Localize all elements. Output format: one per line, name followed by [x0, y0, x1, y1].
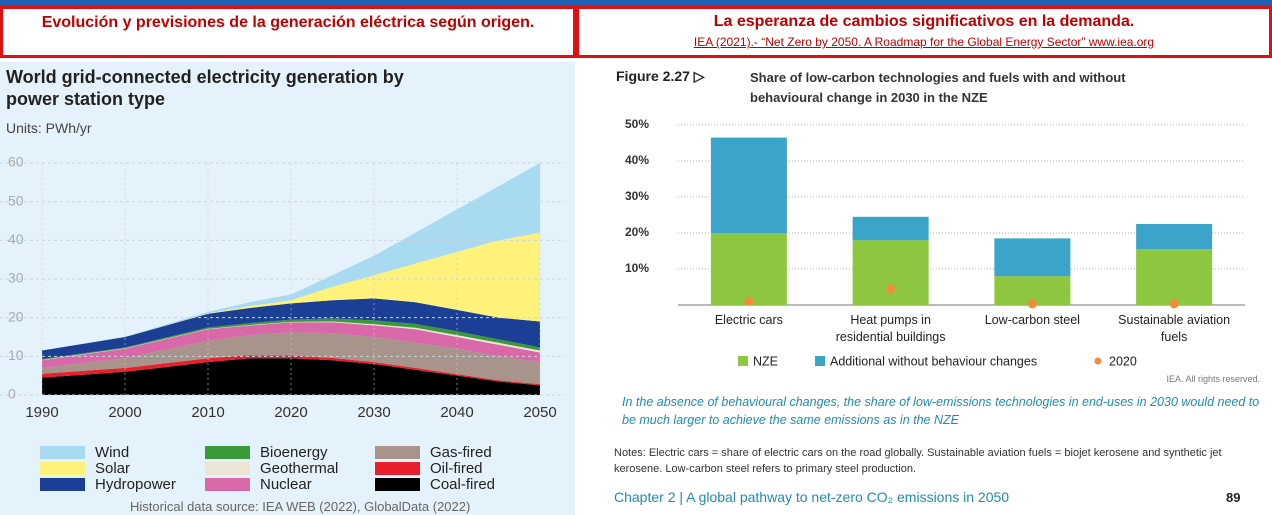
area — [42, 358, 540, 395]
legend-swatch — [205, 462, 250, 475]
legend-swatch — [1094, 357, 1102, 365]
dot — [744, 296, 754, 306]
y-tick-label: 20 — [8, 308, 24, 324]
chart-title: World grid-connected electricity generat… — [6, 67, 404, 109]
legend-swatch — [738, 356, 748, 366]
legend-swatch — [40, 446, 85, 459]
x-tick-label: 1990 — [25, 404, 58, 421]
y-tick-label: 10 — [8, 347, 24, 363]
page-number: 89 — [1226, 490, 1241, 505]
legend-label: Additional without behaviour changes — [830, 354, 1037, 368]
bar — [710, 233, 787, 305]
bar — [852, 240, 929, 305]
legend-label: Oil-fired — [430, 460, 483, 477]
y-tick-label: 40% — [625, 153, 649, 167]
x-tick-label: Low-carbon steel — [984, 313, 1080, 327]
x-tick-label: 2040 — [440, 404, 473, 421]
x-tick-label: 2030 — [357, 404, 390, 421]
right-header: La esperanza de cambios significativos e… — [576, 6, 1272, 58]
bar — [710, 137, 787, 233]
units: Units: PWh/yr — [6, 120, 92, 136]
footer: Chapter 2 | A global pathway to net-zero… — [614, 489, 1010, 505]
bar — [852, 216, 929, 241]
legend-swatch — [205, 446, 250, 459]
x-tick-label: Heat pumps in residential buildings — [835, 313, 946, 344]
y-tick-label: 10% — [625, 261, 649, 275]
legend-label: Bioenergy — [260, 444, 328, 461]
legend-label: Wind — [95, 444, 129, 461]
y-tick-label: 30% — [625, 189, 649, 203]
x-tick-label: 2020 — [274, 404, 307, 421]
y-tick-label: 40 — [8, 231, 24, 247]
y-tick-label: 30 — [8, 270, 24, 286]
left-header: Evolución y previsiones de la generación… — [0, 6, 576, 58]
legend-swatch — [375, 462, 420, 475]
legend-swatch — [375, 446, 420, 459]
dot — [1027, 299, 1037, 309]
caption: In the absence of behavioural changes, t… — [622, 395, 1260, 427]
credit: IEA. All rights reserved. — [1166, 374, 1260, 384]
x-tick-label: Sustainable aviation fuels — [1118, 313, 1231, 344]
legend-label: Geothermal — [260, 460, 338, 477]
y-tick-label: 20% — [625, 225, 649, 239]
x-tick-label: 2010 — [191, 404, 224, 421]
legend-label: Nuclear — [260, 476, 312, 493]
area — [42, 298, 540, 360]
notes: Notes: Electric cars = share of electric… — [614, 447, 1222, 475]
legend-label: Gas-fired — [430, 444, 492, 461]
legend-label: Solar — [95, 460, 130, 477]
legend-label: 2020 — [1109, 354, 1137, 368]
source: Historical data source: IEA WEB (2022), … — [130, 499, 471, 514]
header-text: Evolución y previsiones de la generación… — [41, 14, 535, 31]
y-tick-label: 50% — [625, 117, 649, 131]
y-tick-label: 0 — [8, 386, 16, 402]
legend-swatch — [375, 478, 420, 491]
header-text: La esperanza de cambios significativos e… — [713, 13, 1135, 30]
x-tick-label: 2000 — [108, 404, 141, 421]
y-tick-label: 60 — [8, 154, 24, 170]
area — [42, 232, 540, 351]
x-tick-label: Electric cars — [714, 313, 783, 327]
dot — [1169, 299, 1179, 309]
area — [42, 332, 540, 385]
legend-label: Coal-fired — [430, 476, 495, 493]
bar — [994, 238, 1071, 277]
legend-swatch — [815, 356, 825, 366]
top-strip — [0, 0, 1272, 6]
area — [42, 322, 540, 368]
header-link[interactable]: IEA (2021).- “Net Zero by 2050. A Roadma… — [693, 35, 1155, 49]
bar — [1136, 249, 1213, 305]
legend-label: Hydropower — [95, 476, 176, 493]
dot — [886, 284, 896, 294]
legend-swatch — [40, 462, 85, 475]
x-tick-label: 2050 — [523, 404, 556, 421]
figure-label: Figure 2.27 ▷ — [616, 68, 705, 84]
bar — [1136, 224, 1213, 250]
legend-swatch — [40, 478, 85, 491]
y-tick-label: 50 — [8, 192, 24, 208]
legend-label: NZE — [753, 354, 778, 368]
legend-swatch — [205, 478, 250, 491]
chart-title: Share of low-carbon technologies and fue… — [750, 70, 1126, 105]
